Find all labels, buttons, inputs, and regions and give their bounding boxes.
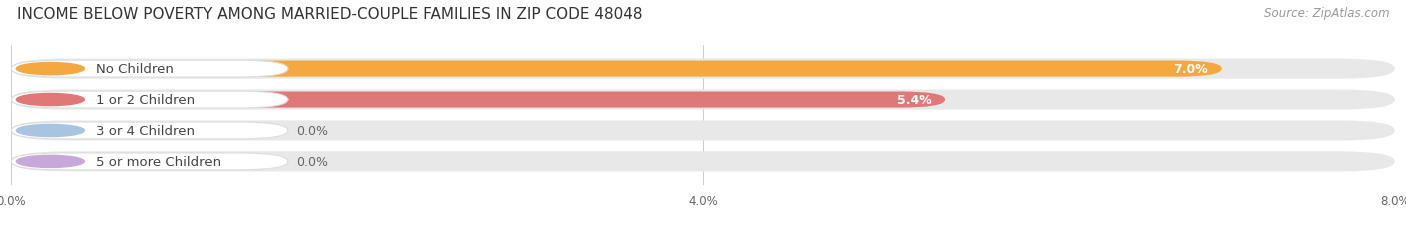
- Text: 0.0%: 0.0%: [297, 155, 329, 168]
- FancyBboxPatch shape: [11, 121, 1395, 141]
- FancyBboxPatch shape: [11, 59, 1395, 79]
- FancyBboxPatch shape: [11, 154, 280, 170]
- Circle shape: [17, 94, 84, 106]
- FancyBboxPatch shape: [11, 92, 288, 109]
- FancyBboxPatch shape: [11, 90, 1395, 110]
- Text: 1 or 2 Children: 1 or 2 Children: [97, 94, 195, 106]
- FancyBboxPatch shape: [11, 122, 288, 139]
- Circle shape: [17, 156, 84, 168]
- Text: No Children: No Children: [97, 63, 174, 76]
- FancyBboxPatch shape: [11, 92, 945, 108]
- FancyBboxPatch shape: [11, 123, 280, 139]
- Text: 5.4%: 5.4%: [897, 94, 931, 106]
- Text: 5 or more Children: 5 or more Children: [97, 155, 222, 168]
- Text: INCOME BELOW POVERTY AMONG MARRIED-COUPLE FAMILIES IN ZIP CODE 48048: INCOME BELOW POVERTY AMONG MARRIED-COUPL…: [17, 7, 643, 22]
- FancyBboxPatch shape: [11, 153, 288, 170]
- Circle shape: [17, 63, 84, 75]
- FancyBboxPatch shape: [11, 61, 288, 78]
- FancyBboxPatch shape: [11, 152, 1395, 172]
- Text: 0.0%: 0.0%: [297, 125, 329, 137]
- Circle shape: [17, 125, 84, 137]
- FancyBboxPatch shape: [11, 61, 1222, 77]
- Text: 7.0%: 7.0%: [1173, 63, 1208, 76]
- Text: 3 or 4 Children: 3 or 4 Children: [97, 125, 195, 137]
- Text: Source: ZipAtlas.com: Source: ZipAtlas.com: [1264, 7, 1389, 20]
